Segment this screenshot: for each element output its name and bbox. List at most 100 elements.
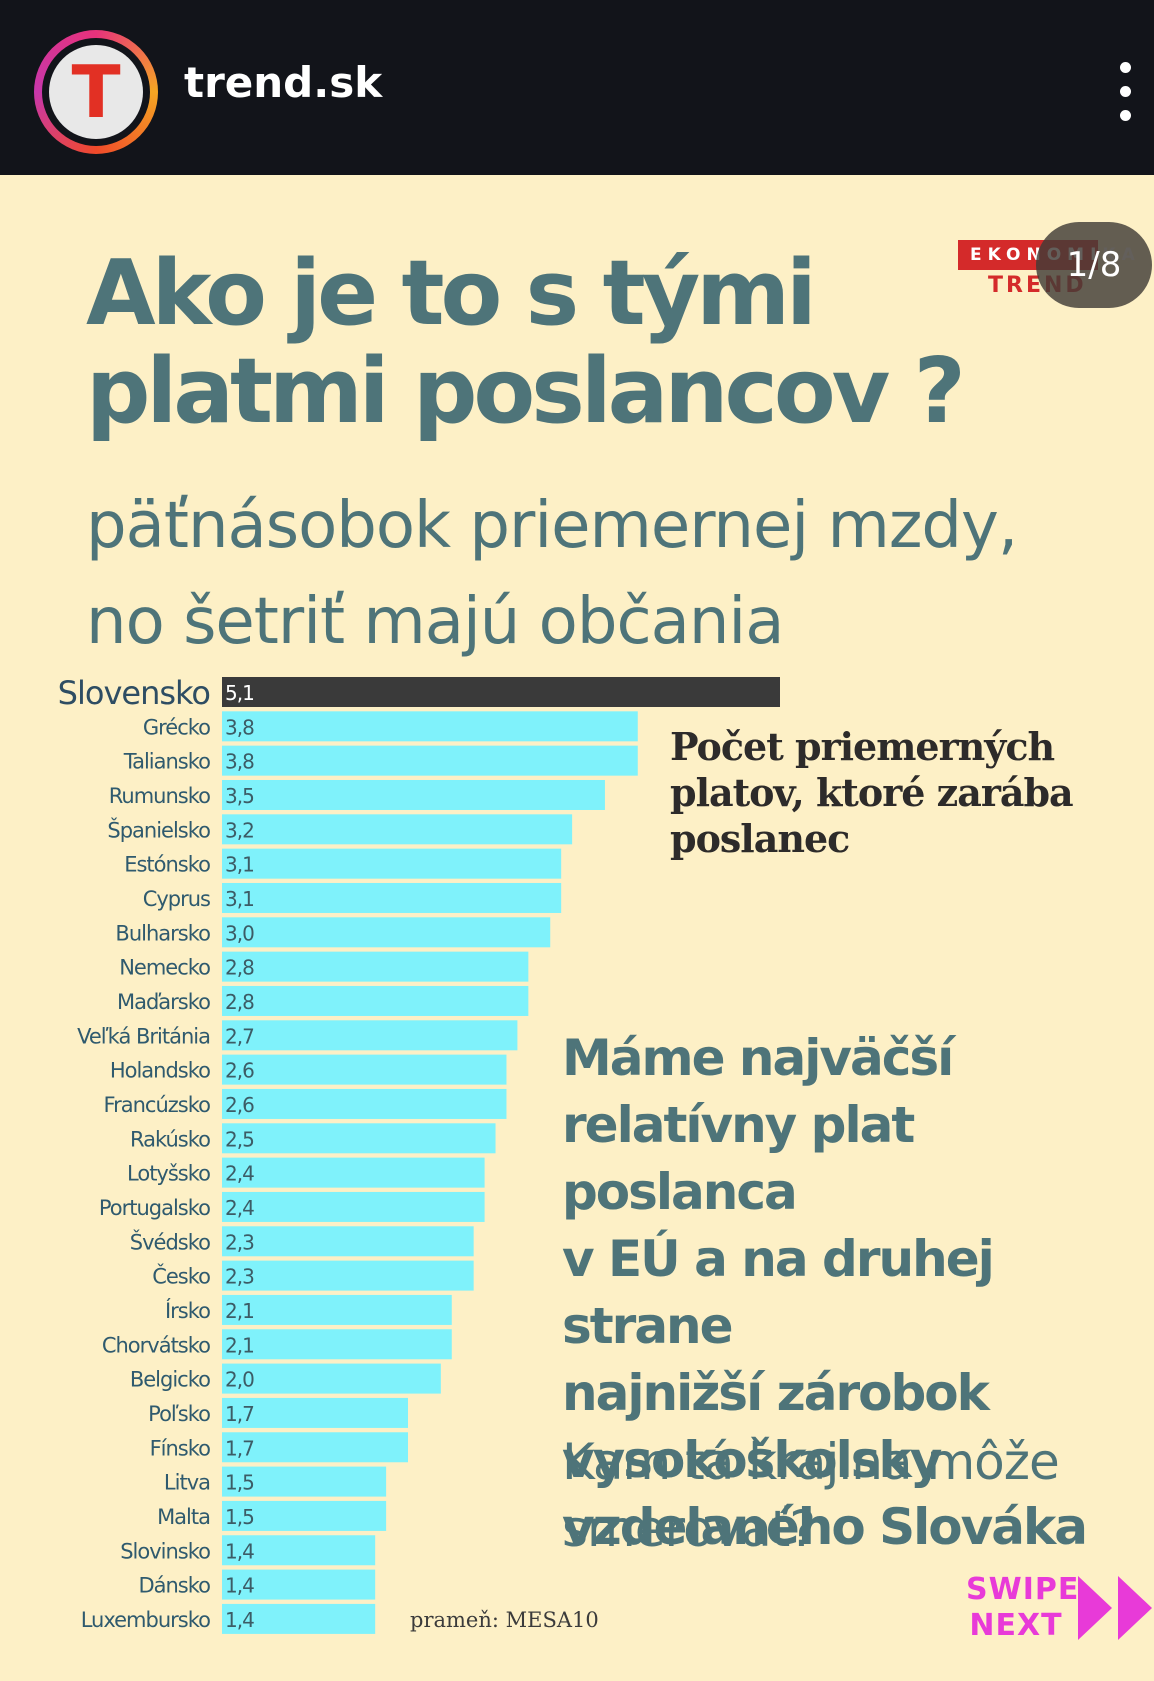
bar-22 — [222, 1432, 408, 1463]
slide-counter: 1/8 — [1036, 222, 1152, 308]
country-label-8: Nemecko — [119, 956, 210, 980]
value-label-10: 2,7 — [225, 1024, 254, 1048]
note-line-6: vzdelaného Slováka — [562, 1498, 1088, 1556]
bar-9 — [222, 985, 529, 1016]
account-avatar[interactable]: T — [34, 30, 158, 154]
value-label-7: 3,0 — [225, 921, 254, 945]
country-label-13: Rakúsko — [130, 1127, 210, 1151]
bar-26 — [222, 1569, 376, 1600]
source-note: prameň: MESA10 — [410, 1608, 599, 1632]
swipe-line-2: NEXT — [969, 1608, 1063, 1643]
bar-0 — [222, 677, 780, 707]
legend-line-1: Počet priemerných — [670, 724, 1055, 769]
country-label-11: Holandsko — [110, 1059, 210, 1083]
bar-20 — [222, 1363, 441, 1394]
value-label-22: 1,7 — [225, 1436, 254, 1460]
value-label-11: 2,6 — [225, 1059, 254, 1083]
country-label-2: Taliansko — [123, 750, 210, 774]
value-label-2: 3,8 — [225, 750, 254, 774]
note-line-3: v EÚ a na druhej strane — [562, 1230, 995, 1355]
value-label-15: 2,4 — [225, 1196, 254, 1220]
bar-21 — [222, 1397, 408, 1428]
value-label-16: 2,3 — [225, 1230, 254, 1254]
legend-line-3: poslanec — [670, 816, 850, 861]
country-label-7: Bulharsko — [115, 921, 210, 945]
country-label-19: Chorvátsko — [102, 1333, 210, 1357]
country-label-0: Slovensko — [58, 674, 210, 712]
value-label-8: 2,8 — [225, 956, 254, 980]
value-label-19: 2,1 — [225, 1333, 254, 1357]
commentary-bold: Máme najväčší relatívny plat poslanca v … — [562, 1025, 1152, 1561]
country-label-10: Veľká Británia — [77, 1024, 210, 1048]
country-label-23: Litva — [164, 1471, 210, 1495]
value-label-20: 2,0 — [225, 1368, 254, 1392]
value-label-0: 5,1 — [225, 681, 254, 705]
bar-24 — [222, 1500, 387, 1531]
question-line-1: Kam tá krajina môže — [562, 1433, 1060, 1491]
country-label-14: Lotyšsko — [127, 1162, 210, 1186]
note-line-4: najnižší zárobok — [562, 1364, 990, 1422]
bar-6 — [222, 882, 562, 913]
value-label-6: 3,1 — [225, 887, 254, 911]
country-label-3: Rumunsko — [109, 784, 210, 808]
country-label-6: Cyprus — [143, 887, 210, 911]
bar-1 — [222, 711, 638, 742]
value-label-21: 1,7 — [225, 1402, 254, 1426]
avatar-letter: T — [49, 45, 143, 139]
value-label-26: 1,4 — [225, 1574, 254, 1598]
more-vertical-icon[interactable] — [1112, 62, 1140, 122]
country-label-9: Maďarsko — [117, 990, 210, 1014]
bar-11 — [222, 1054, 507, 1085]
country-label-27: Luxembursko — [81, 1608, 210, 1632]
country-label-20: Belgicko — [130, 1368, 210, 1392]
value-label-27: 1,4 — [225, 1608, 254, 1632]
double-chevron-right-icon[interactable] — [1078, 1572, 1154, 1644]
value-label-25: 1,4 — [225, 1539, 254, 1563]
bar-13 — [222, 1123, 496, 1154]
bar-16 — [222, 1226, 474, 1257]
country-label-15: Portugalsko — [99, 1196, 210, 1220]
country-label-16: Švédsko — [130, 1229, 210, 1254]
note-line-2: relatívny plat poslanca — [562, 1096, 915, 1221]
value-label-12: 2,6 — [225, 1093, 254, 1117]
value-label-9: 2,8 — [225, 990, 254, 1014]
subheadline-line-1: päťnásobok priemernej mzdy, — [86, 489, 1018, 563]
country-label-18: Írsko — [165, 1298, 210, 1323]
country-label-17: Česko — [152, 1264, 210, 1289]
bar-25 — [222, 1535, 376, 1566]
bar-18 — [222, 1294, 452, 1325]
value-label-14: 2,4 — [225, 1162, 254, 1186]
question-line-2: smerovať? — [562, 1500, 816, 1558]
note-line-1: Máme najväčší — [562, 1029, 954, 1087]
country-label-21: Poľsko — [148, 1402, 210, 1426]
country-label-26: Dánsko — [138, 1574, 210, 1598]
avatar-frame: T — [42, 38, 150, 146]
country-label-5: Estónsko — [124, 853, 210, 877]
country-label-22: Fínsko — [150, 1436, 211, 1460]
bar-8 — [222, 951, 529, 982]
value-label-4: 3,2 — [225, 818, 254, 842]
bar-15 — [222, 1191, 485, 1222]
subheadline: päťnásobok priemernej mzdy, no šetriť ma… — [86, 478, 1146, 670]
commentary-question: Kam tá krajina môže smerovať? — [562, 1429, 1152, 1563]
value-label-13: 2,5 — [225, 1127, 254, 1151]
value-label-17: 2,3 — [225, 1265, 254, 1289]
value-label-1: 3,8 — [225, 715, 254, 739]
bar-12 — [222, 1088, 507, 1119]
chart-legend-title: Počet priemerných platov, ktoré zarába p… — [670, 724, 1130, 862]
bar-5 — [222, 848, 562, 879]
swipe-line-1: SWIPE — [966, 1572, 1080, 1607]
country-label-24: Malta — [157, 1505, 210, 1529]
account-name[interactable]: trend.sk — [184, 58, 383, 107]
value-label-24: 1,5 — [225, 1505, 254, 1529]
bar-27 — [222, 1603, 376, 1634]
swipe-next-label[interactable]: SWIPE NEXT — [966, 1572, 1080, 1644]
headline-line-2: platmi poslancov ? — [86, 339, 966, 444]
country-label-1: Grécko — [143, 715, 210, 739]
bar-3 — [222, 779, 605, 810]
country-label-25: Slovinsko — [120, 1539, 210, 1563]
bar-14 — [222, 1157, 485, 1188]
subheadline-line-2: no šetriť majú občania — [86, 585, 784, 659]
headline: Ako je to s tými platmi poslancov ? — [86, 245, 1046, 441]
